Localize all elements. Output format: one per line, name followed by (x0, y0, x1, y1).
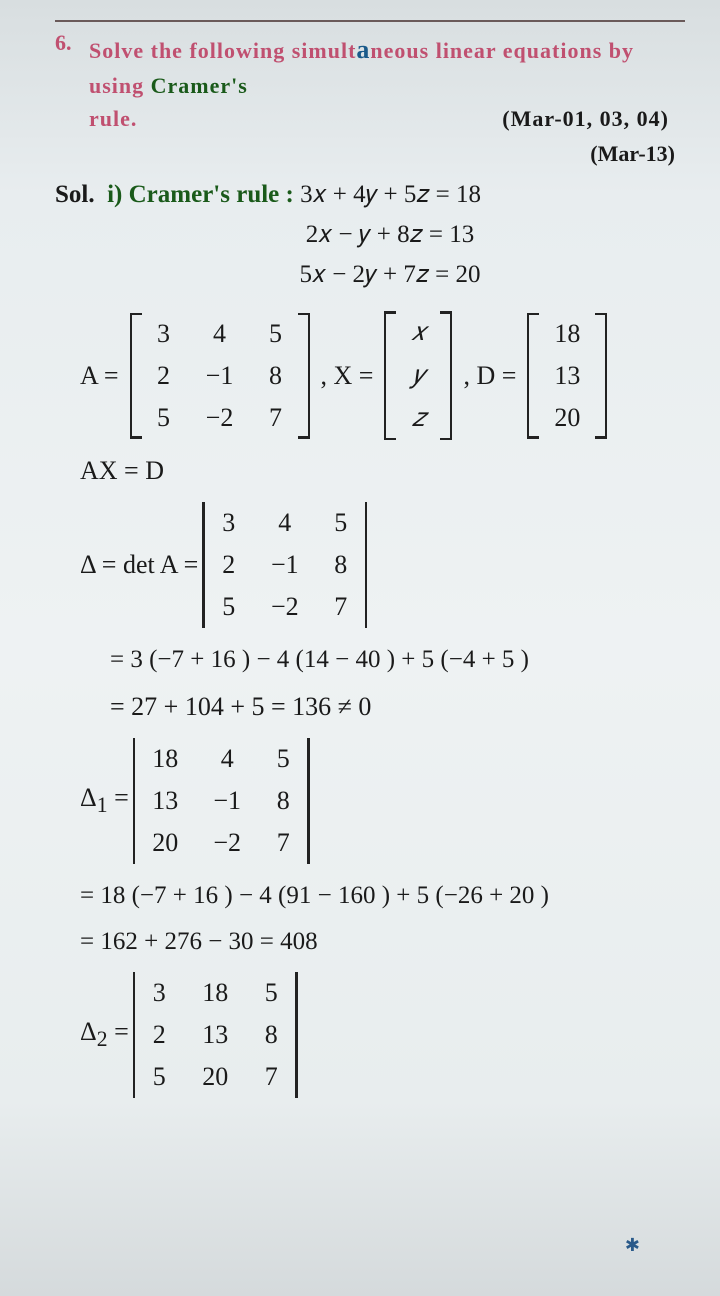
delta-determinant: 345 2−18 5−27 (202, 502, 367, 628)
delta1-def: Δ1 = 1845 13−18 20−27 (80, 738, 685, 864)
question-text: Solve the following simultaneous linear … (89, 30, 669, 135)
solution-header: Sol. i) Cramer's rule : 3𝑥 + 4𝑦 + 5𝑧 = 1… (55, 181, 685, 209)
delta2-def: Δ2 = 3185 2138 5207 (80, 972, 685, 1098)
delta-label: Δ = det A = (80, 550, 198, 580)
matrix-A: 345 2−18 5−27 (130, 313, 310, 439)
exam-dates-2: (Mar-13) (55, 141, 675, 167)
exam-dates-1: (Mar-01, 03, 04) (502, 102, 669, 135)
delta1-expand-1: = 18 (−7 + 16 ) − 4 (91 − 160 ) + 5 (−26… (80, 882, 685, 910)
equation-2: 2𝑥 − 𝑦 + 8𝑧 = 13 (95, 221, 685, 249)
sol-label: Sol. (55, 181, 95, 208)
page-top-border (55, 20, 685, 22)
A-label: A = (80, 361, 119, 391)
ink-mark-icon: ✱ (625, 1235, 640, 1256)
delta2-label: Δ2 = (80, 1017, 129, 1052)
equation-1: 3𝑥 + 4𝑦 + 5𝑧 = 18 (300, 181, 481, 208)
delta1-label: Δ1 = (80, 783, 129, 818)
D-label: , D = (463, 361, 516, 391)
matrix-definitions: A = 345 2−18 5−27 , X = 𝑥 𝑦 𝑧 , D = 18 1… (80, 311, 685, 440)
delta1-expand-2: = 162 + 276 − 30 = 408 (80, 928, 685, 956)
matrix-D: 18 13 20 (527, 313, 607, 439)
question-block: 6. Solve the following simultaneous line… (55, 30, 685, 167)
delta-def: Δ = det A = 345 2−18 5−27 (80, 502, 685, 628)
question-number: 6. (55, 30, 85, 56)
cramers-rule-label: i) Cramer's rule : (107, 181, 300, 208)
matrix-X: 𝑥 𝑦 𝑧 (384, 311, 452, 440)
ax-eq-d: AX = D (80, 456, 685, 486)
delta-expand-1: = 3 (−7 + 16 ) − 4 (14 − 40 ) + 5 (−4 + … (110, 646, 685, 674)
delta-expand-2: = 27 + 104 + 5 = 136 ≠ 0 (110, 692, 685, 722)
delta1-determinant: 1845 13−18 20−27 (133, 738, 310, 864)
X-label: , X = (321, 361, 374, 391)
delta2-determinant: 3185 2138 5207 (133, 972, 298, 1098)
equation-3: 5𝑥 − 2𝑦 + 7𝑧 = 20 (95, 261, 685, 289)
